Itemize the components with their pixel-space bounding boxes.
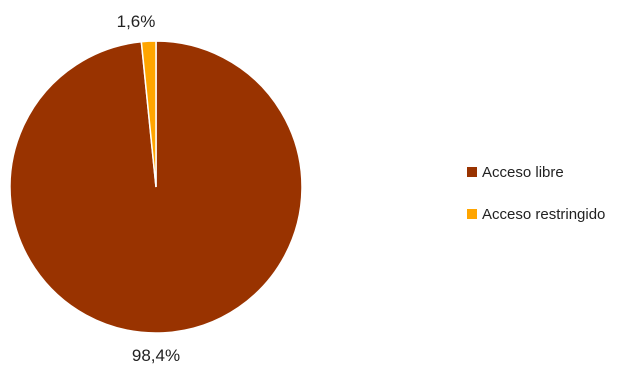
pie-slices	[9, 40, 303, 334]
legend-swatch-acceso-libre	[467, 167, 477, 177]
pie-slice-acceso-restringido	[140, 40, 157, 188]
legend-label: Acceso libre	[482, 163, 564, 181]
data-label-acceso-restringido: 1,6%	[117, 12, 156, 31]
legend-item-acceso-libre: Acceso libre	[467, 161, 605, 183]
data-label-acceso-libre: 98,4%	[132, 346, 180, 365]
legend-swatch-acceso-restringido	[467, 209, 477, 219]
legend-item-acceso-restringido: Acceso restringido	[467, 203, 605, 225]
legend-label: Acceso restringido	[482, 205, 606, 223]
legend: Acceso libre Acceso restringido	[467, 161, 605, 245]
